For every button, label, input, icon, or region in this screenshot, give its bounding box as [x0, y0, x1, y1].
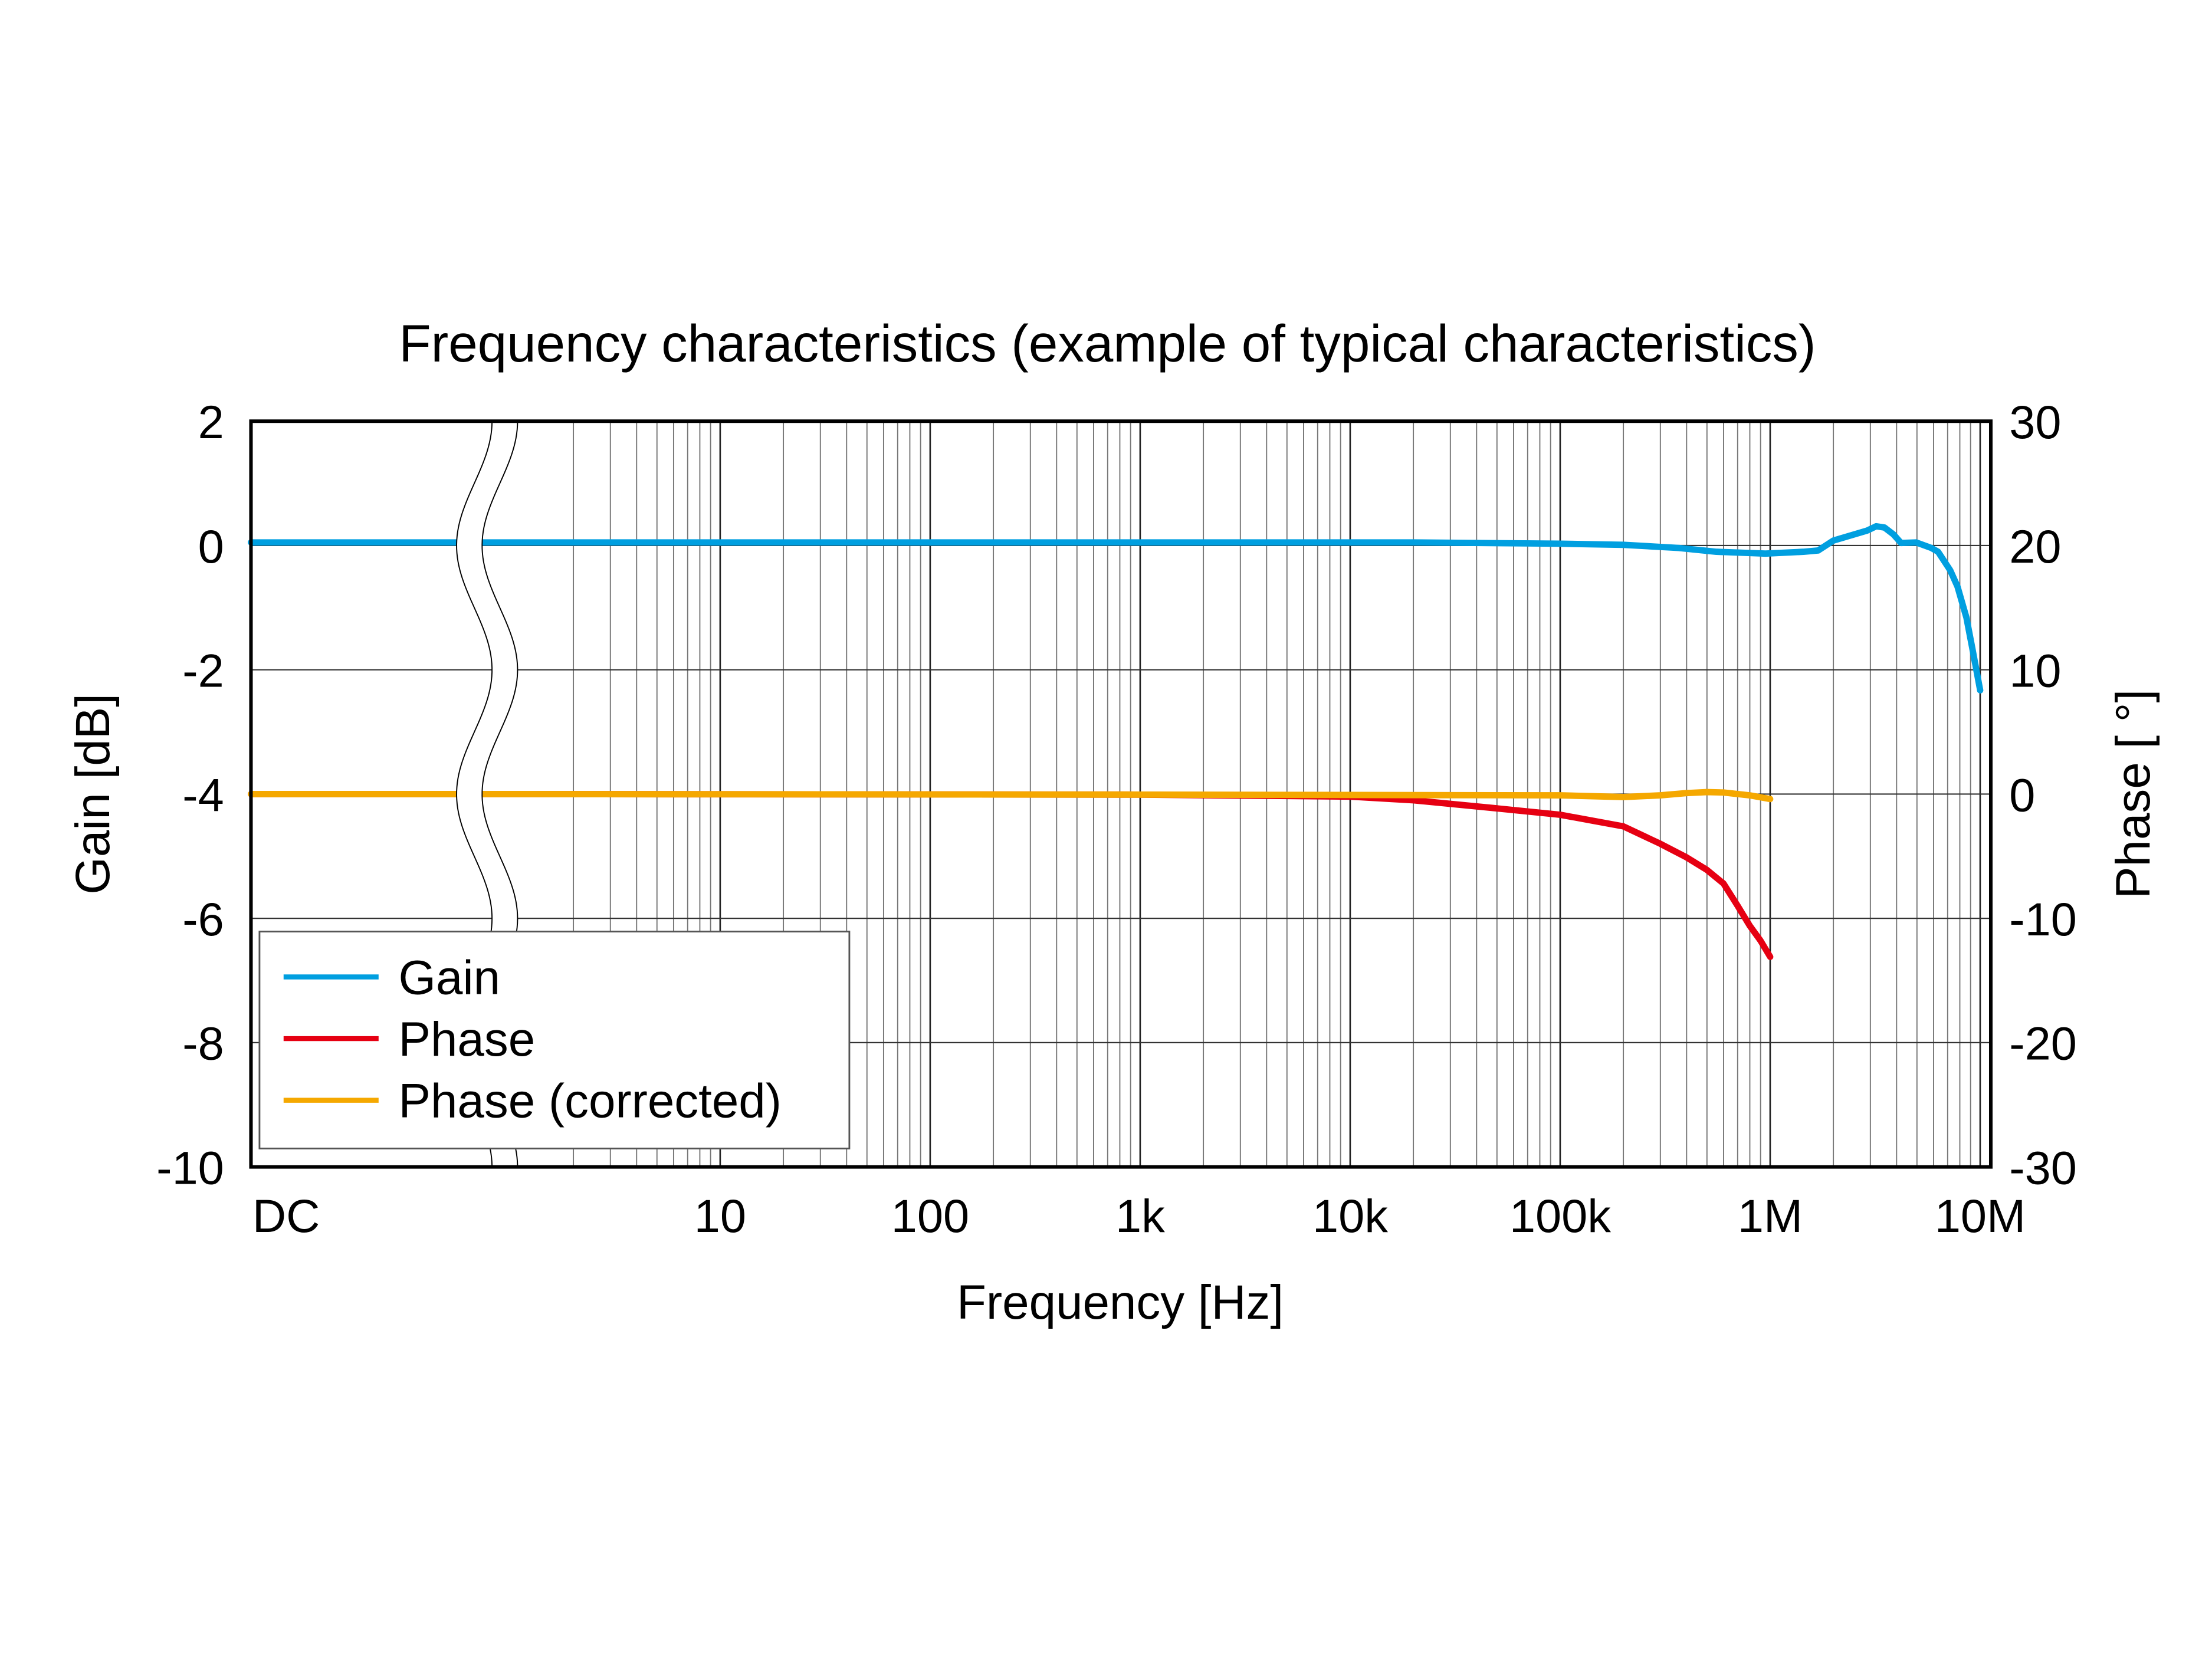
y-tick-label-left: 0	[198, 520, 224, 573]
y-tick-label-right: 30	[2009, 396, 2061, 448]
y-tick-label-left: -6	[182, 893, 224, 945]
y-tick-label-left: -8	[182, 1017, 224, 1070]
series-line-gain	[248, 523, 1984, 694]
legend-label: Phase	[398, 1013, 535, 1066]
y-tick-label-right: 10	[2009, 645, 2061, 697]
y-tick-label-right: 0	[2009, 768, 2035, 821]
x-tick-label: DC	[252, 1190, 320, 1242]
plot-frame	[249, 419, 1993, 1169]
y-tick-label-left: -2	[182, 645, 224, 697]
x-axis-label: Frequency [Hz]	[957, 1276, 1284, 1329]
x-tick-label: 1k	[1115, 1190, 1165, 1242]
legend-label: Phase (corrected)	[398, 1074, 781, 1128]
y-tick-label-left: -4	[182, 768, 224, 821]
y-tick-label-right: -20	[2009, 1017, 2077, 1070]
x-tick-label: 100	[891, 1190, 969, 1242]
y-tick-label-left: -10	[156, 1141, 224, 1194]
y-tick-label-right: -10	[2009, 893, 2077, 945]
axis-break-band	[457, 421, 518, 1166]
series-layer	[248, 523, 1984, 960]
y-axis-right-label: Phase [ °]	[2106, 689, 2160, 899]
chart-title: Frequency characteristics (example of ty…	[399, 314, 1816, 373]
x-ticks: DC 10 100 1k 10k 100k 1M 10M	[252, 1190, 2026, 1242]
x-tick-label: 10	[694, 1190, 746, 1242]
legend: Gain Phase Phase (corrected)	[258, 931, 851, 1149]
y-tick-label-right: 20	[2009, 520, 2061, 573]
x-tick-label: 100k	[1509, 1190, 1611, 1242]
y-tick-label-right: -30	[2009, 1141, 2077, 1194]
x-tick-label: 10M	[1935, 1190, 2026, 1242]
series-line-phase-corrected	[248, 789, 1774, 803]
legend-label: Gain	[398, 951, 500, 1004]
y-axis-left-label: Gain [dB]	[66, 694, 120, 895]
x-tick-label: 1M	[1738, 1190, 1803, 1242]
x-tick-label: 10k	[1312, 1190, 1388, 1242]
y-tick-label-left: 2	[198, 396, 224, 448]
